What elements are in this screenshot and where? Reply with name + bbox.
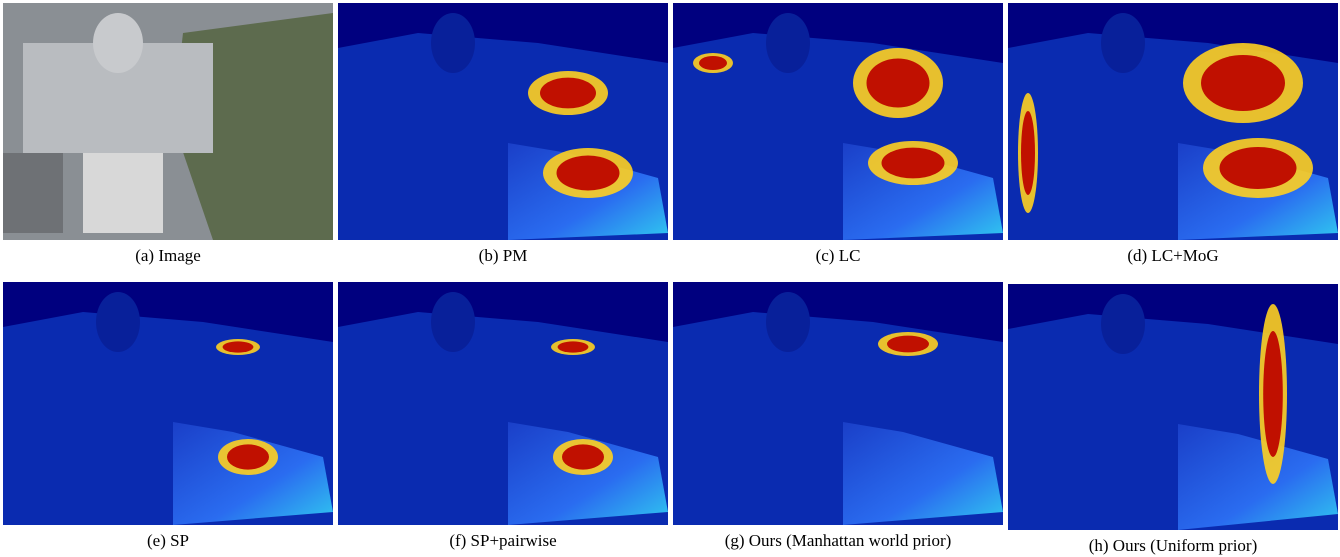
error-map	[338, 3, 668, 240]
photo	[3, 3, 333, 240]
caption: (d) LC+MoG	[1008, 246, 1338, 266]
error-map	[673, 3, 1003, 240]
figure: (a) Image(b) PM(c) LC(d) LC+MoG (e) SP(f)…	[0, 0, 1340, 557]
error-map	[1008, 3, 1338, 240]
caption: (h) Ours (Uniform prior)	[1008, 536, 1338, 556]
caption: (e) SP	[3, 531, 333, 551]
caption: (f) SP+pairwise	[338, 531, 668, 551]
error-map	[1008, 284, 1338, 530]
error-map	[338, 282, 668, 525]
caption: (b) PM	[338, 246, 668, 266]
caption: (c) LC	[673, 246, 1003, 266]
caption: (g) Ours (Manhattan world prior)	[673, 531, 1003, 551]
caption: (a) Image	[3, 246, 333, 266]
error-map	[3, 282, 333, 525]
error-map	[673, 282, 1003, 525]
